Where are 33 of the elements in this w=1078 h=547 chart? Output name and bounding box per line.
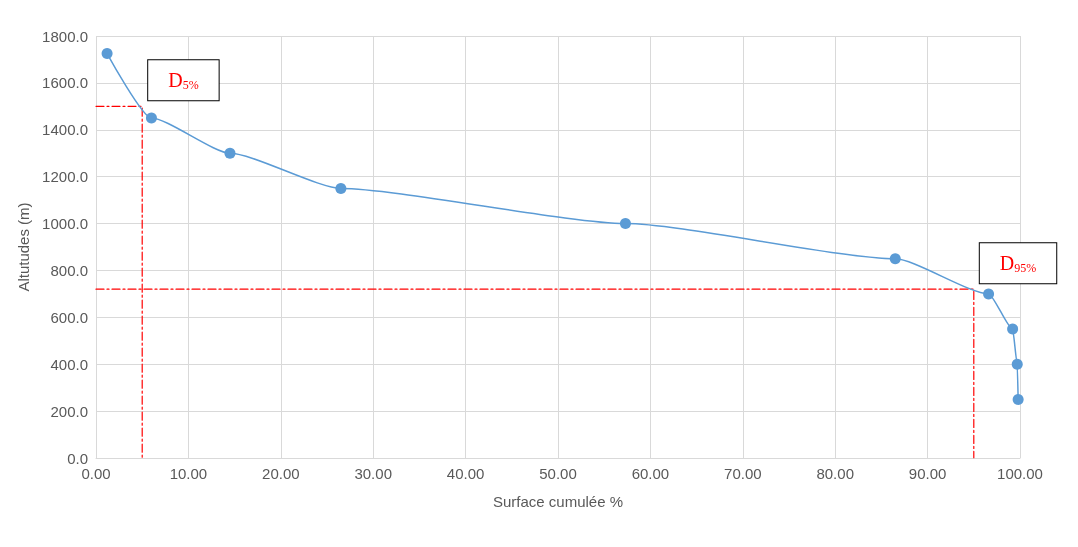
x-tick-label: 50.00 [539,465,577,482]
y-tick-label: 1000.0 [42,215,88,233]
y-tick-label: 1600.0 [42,74,88,92]
point [335,182,347,194]
y-tick-label: 1400.0 [42,121,88,139]
point [1011,358,1023,370]
y-tick-label: 800.0 [50,261,88,279]
y-tick-label: 200.0 [50,402,88,420]
point [101,48,113,60]
x-tick-label: 100.00 [997,465,1043,482]
y-tick-label: 1200.0 [42,168,88,186]
y-axis-title: Altutudes (m) [15,202,33,292]
x-tick-label: 30.00 [354,465,392,482]
x-tick-label: 70.00 [724,465,762,482]
x-tick-label: 90.00 [908,465,947,482]
point [1007,323,1019,335]
x-tick-label: 80.00 [816,465,854,482]
point [145,112,157,124]
point [224,147,236,159]
point [619,218,631,230]
x-tick-label: 10.00 [169,465,208,482]
x-tick-label: 40.00 [446,465,485,482]
y-tick-label: 0.0 [67,449,88,467]
point [889,253,901,265]
x-tick-label: 0.00 [81,465,111,482]
y-tick-label: 1800.0 [42,27,88,45]
x-tick-label: 60.00 [631,465,670,482]
y-tick-label: 400.0 [50,355,88,373]
x-tick-label: 20.00 [262,465,300,482]
point [983,288,995,300]
point [1012,393,1024,405]
y-tick-label: 600.0 [50,308,88,326]
x-axis-title: Surface cumulée % [492,493,624,510]
